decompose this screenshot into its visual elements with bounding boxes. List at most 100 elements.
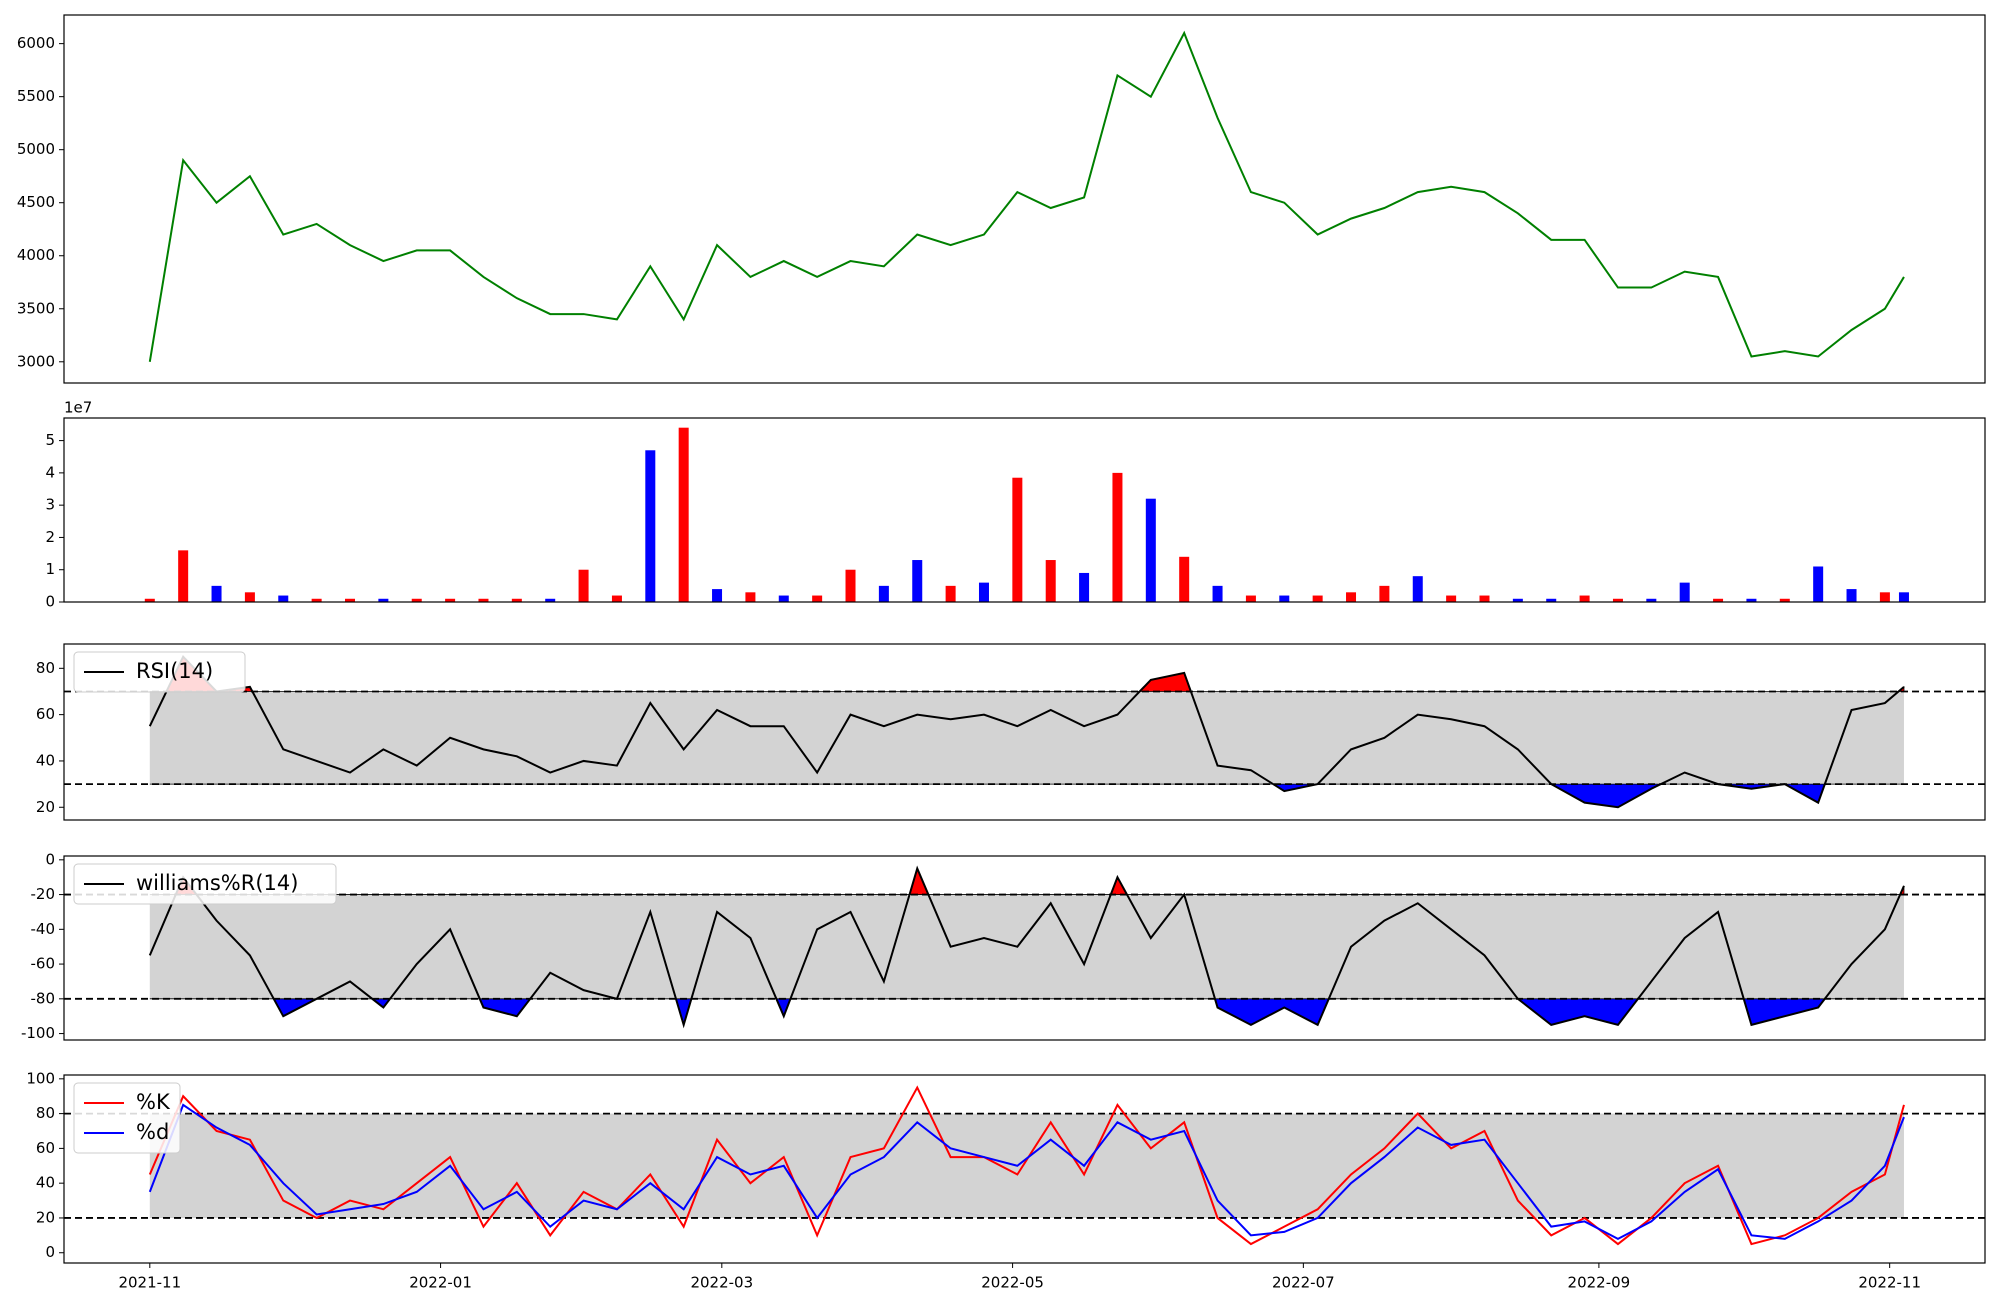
legend-box (73, 1082, 181, 1154)
y-tick-label: -40 (31, 920, 56, 938)
y-tick-label: 4500 (17, 193, 55, 211)
volume-bar (678, 427, 689, 602)
volume-bar (1612, 598, 1623, 602)
volume-bar (778, 595, 789, 602)
x-tick-label: 2022-11 (1858, 1274, 1921, 1292)
volume-bar (645, 450, 656, 602)
volume-bar (144, 598, 155, 602)
volume-bar (378, 598, 389, 602)
volume-bar (1746, 598, 1757, 602)
volume-bar (1346, 592, 1357, 602)
overbought-fill (149, 656, 1905, 692)
level-band (149, 1113, 1904, 1218)
data-line (148, 30, 1905, 362)
y-tick-label: 3000 (17, 352, 55, 370)
volume-bar (578, 569, 589, 602)
y-tick-label: 40 (36, 751, 55, 769)
x-tick-label: 2022-07 (1272, 1274, 1335, 1292)
volume-bar (178, 550, 189, 602)
plot-frame (63, 14, 1986, 384)
volume-bar (1446, 595, 1457, 602)
volume-bar (411, 598, 422, 602)
volume-bar (311, 598, 322, 602)
volume-bar (845, 569, 856, 602)
y-tick-label: 1 (45, 560, 55, 578)
offset-label: 1e7 (64, 399, 92, 417)
level-band (149, 691, 1904, 785)
volume-bar (611, 595, 622, 602)
y-tick-label: 4000 (17, 246, 55, 264)
legend-label: RSI(14) (136, 659, 213, 683)
x-tick-label: 2022-05 (981, 1274, 1044, 1292)
level-band (149, 894, 1904, 999)
volume-bar (712, 589, 723, 602)
oversold-fill (149, 998, 1904, 1027)
volume-bar (1579, 595, 1590, 602)
y-tick-label: 0 (45, 850, 55, 868)
data-line (148, 865, 1905, 1029)
data-line (148, 655, 1905, 809)
y-tick-label: 0 (45, 593, 55, 611)
y-tick-label: 60 (36, 1139, 55, 1157)
volume-bar (1112, 472, 1123, 602)
y-tick-label: 0 (45, 1243, 55, 1261)
volume-bar (1713, 598, 1724, 602)
y-tick-label: -80 (31, 989, 56, 1007)
legend-box (73, 863, 337, 905)
volume-bar (1012, 477, 1023, 602)
volume-bar (1379, 585, 1390, 602)
volume-bar (1546, 598, 1557, 602)
volume-bar (1479, 595, 1490, 602)
volume-bar (345, 598, 356, 602)
volume-bar (1212, 585, 1223, 602)
volume-bar (1879, 592, 1890, 602)
x-tick-label: 2022-09 (1568, 1274, 1631, 1292)
volume-bar (1646, 598, 1657, 602)
x-tick-label: 2021-11 (118, 1274, 181, 1292)
y-tick-label: -60 (31, 955, 56, 973)
overbought-fill (149, 867, 1905, 895)
y-tick-label: 40 (36, 1174, 55, 1192)
volume-bar (445, 598, 456, 602)
volume-bar (1179, 556, 1190, 602)
y-tick-label: 20 (36, 1208, 55, 1226)
x-tick-label: 2022-03 (690, 1274, 753, 1292)
y-tick-label: 100 (26, 1069, 55, 1087)
volume-bar (1145, 498, 1156, 602)
volume-bar (1898, 592, 1909, 602)
y-tick-label: 2 (45, 528, 55, 546)
y-tick-label: -100 (21, 1024, 55, 1042)
y-tick-label: -20 (31, 885, 56, 903)
volume-bar (912, 560, 923, 602)
volume-bar (545, 598, 556, 602)
volume-bar (511, 598, 522, 602)
plot-frame (63, 417, 1986, 603)
volume-bar (211, 585, 222, 602)
volume-bar (1679, 582, 1690, 602)
data-line (148, 1085, 1905, 1246)
y-tick-label: 80 (36, 1104, 55, 1122)
data-line (148, 1103, 1905, 1240)
volume-bar (1312, 595, 1323, 602)
plot-frame (63, 643, 1986, 821)
y-tick-label: 5500 (17, 87, 55, 105)
volume-bar (1846, 589, 1857, 602)
y-tick-label: 80 (36, 659, 55, 677)
volume-bar (745, 592, 756, 602)
x-tick-label: 2022-01 (409, 1274, 472, 1292)
volume-bar (478, 598, 489, 602)
y-tick-label: 5 (45, 431, 55, 449)
legend-label: %d (136, 1120, 169, 1144)
legend-label: williams%R(14) (136, 871, 298, 895)
volume-bar (1512, 598, 1523, 602)
volume-bar (244, 592, 255, 602)
volume-bar (1045, 560, 1056, 602)
volume-bar (1412, 576, 1423, 602)
volume-bar (1245, 595, 1256, 602)
volume-bar (978, 582, 989, 602)
y-tick-label: 20 (36, 798, 55, 816)
y-tick-label: 3 (45, 496, 55, 514)
volume-bar (1813, 566, 1824, 602)
volume-bar (878, 585, 889, 602)
